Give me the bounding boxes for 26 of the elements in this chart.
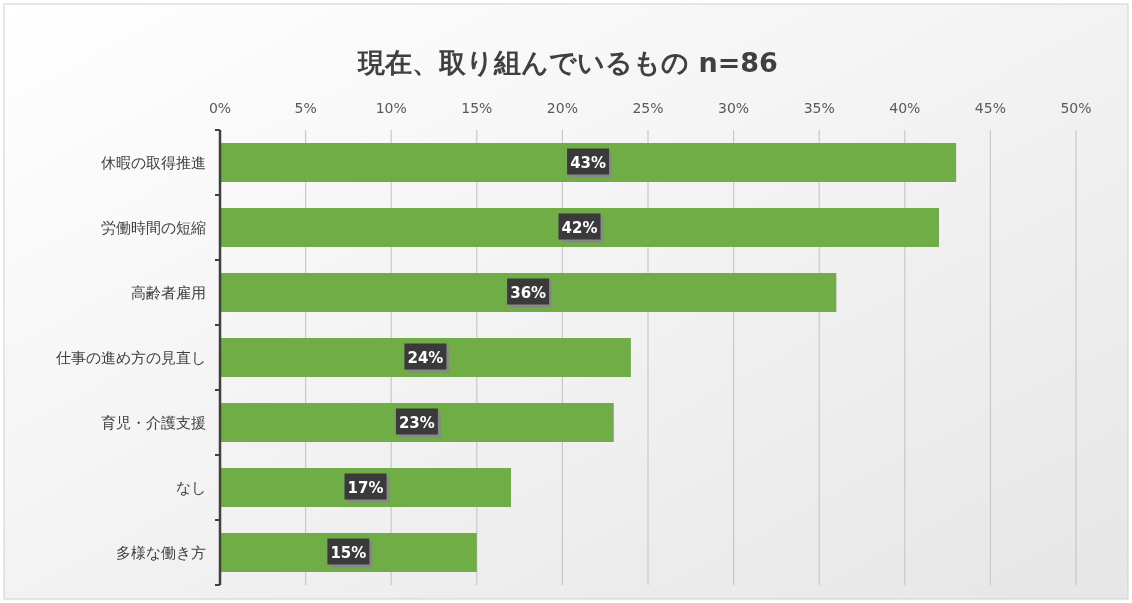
data-label: 23%: [398, 413, 435, 432]
x-tick-label: 30%: [718, 100, 750, 116]
x-tick-label: 20%: [546, 100, 578, 116]
title: 現在、取り組んでいるもの n=86: [358, 47, 778, 78]
x-tick-label: 35%: [803, 100, 835, 116]
data-label: 43%: [570, 153, 607, 172]
data-label: 17%: [347, 478, 384, 497]
data-label: 42%: [561, 218, 598, 237]
x-tick-label: 45%: [974, 100, 1006, 116]
y-tick-label: 高齢者雇用: [131, 283, 206, 302]
x-tick-label: 10%: [375, 100, 407, 116]
x-tick-label: 50%: [1060, 100, 1092, 116]
data-label: 24%: [407, 348, 444, 367]
x-tick-label: 0%: [208, 100, 232, 116]
y-tick-label: 多様な働き方: [116, 543, 206, 562]
y-tick-label: 休暇の取得推進: [101, 153, 206, 172]
x-tick-label: 5%: [294, 100, 317, 116]
y-tick-label: 育児・介護支援: [101, 413, 206, 432]
x-tick-label: 25%: [632, 100, 664, 116]
x-tick-label: 15%: [461, 100, 493, 116]
y-tick-label: 仕事の進め方の見直し: [56, 348, 206, 367]
data-label: 36%: [510, 283, 547, 302]
y-tick-label: 労働時間の短縮: [101, 218, 206, 237]
x-tick-label: 40%: [889, 100, 921, 116]
data-label: 15%: [330, 543, 367, 562]
y-tick-label: なし: [176, 478, 206, 497]
